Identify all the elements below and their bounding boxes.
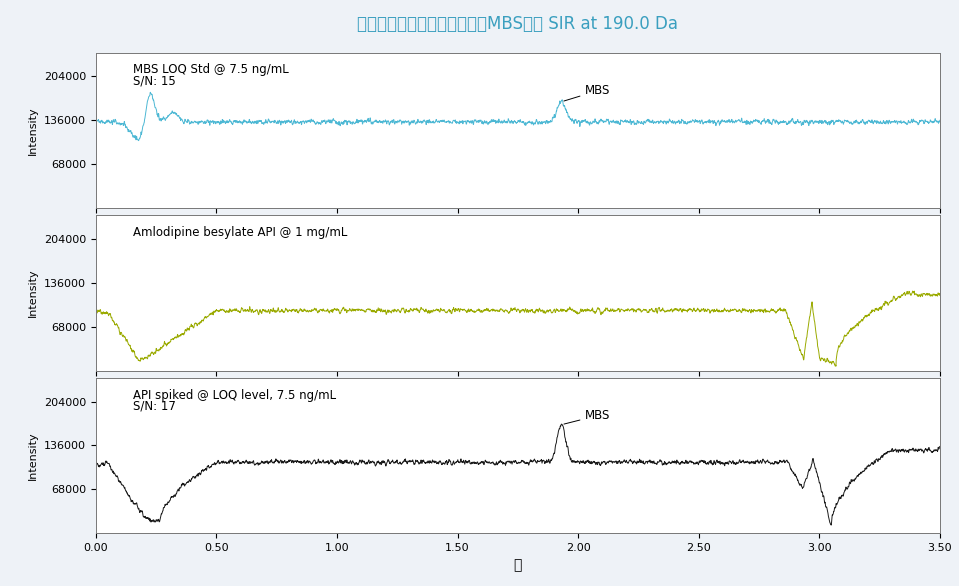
Y-axis label: Intensity: Intensity [29, 431, 38, 480]
Text: MBS: MBS [564, 409, 611, 424]
Y-axis label: Intensity: Intensity [29, 269, 38, 317]
Text: API spiked @ LOQ level, 7.5 ng/mL: API spiked @ LOQ level, 7.5 ng/mL [133, 389, 337, 401]
Y-axis label: Intensity: Intensity [29, 106, 38, 155]
Text: ベンゼンスルホン酸メチル（MBS）： SIR at 190.0 Da: ベンゼンスルホン酸メチル（MBS）： SIR at 190.0 Da [358, 15, 678, 33]
Text: S/N: 17: S/N: 17 [133, 400, 176, 413]
Text: S/N: 15: S/N: 15 [133, 74, 176, 88]
Text: Amlodipine besylate API @ 1 mg/mL: Amlodipine besylate API @ 1 mg/mL [133, 226, 348, 239]
Text: MBS LOQ Std @ 7.5 ng/mL: MBS LOQ Std @ 7.5 ng/mL [133, 63, 289, 76]
X-axis label: 分: 分 [514, 558, 522, 573]
Text: MBS: MBS [564, 84, 611, 101]
